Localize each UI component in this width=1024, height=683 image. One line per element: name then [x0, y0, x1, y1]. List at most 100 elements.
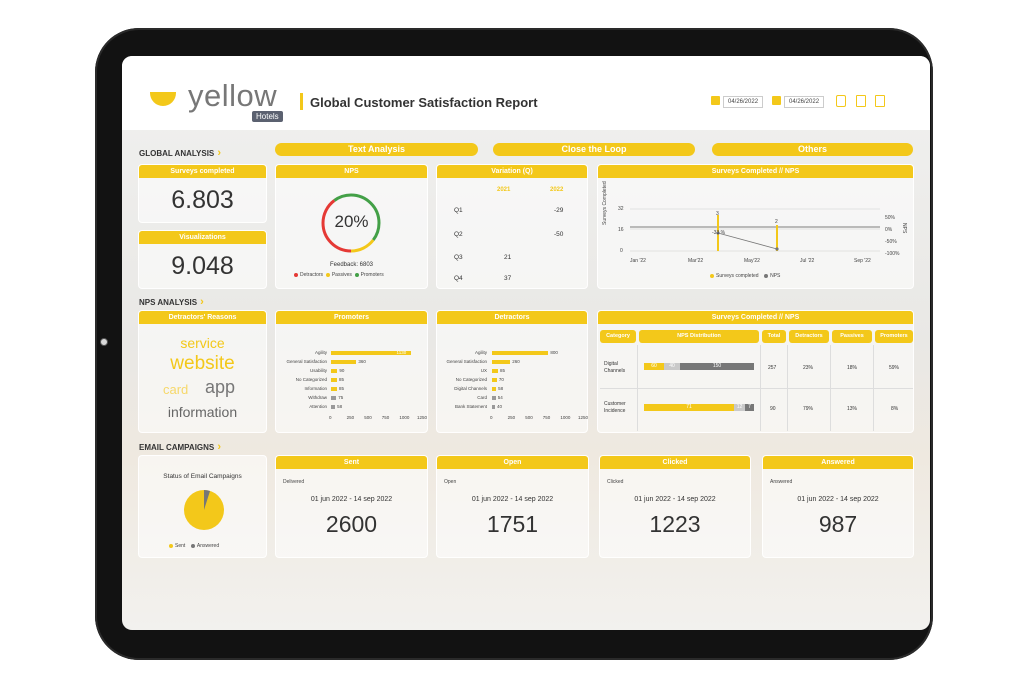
bar-category-label: Usability: [309, 368, 327, 373]
y-left-tick: 0: [620, 248, 623, 254]
email-status-legend: Sent Answered: [169, 543, 219, 549]
dist-passives-segment: 40: [664, 363, 680, 370]
bar-value-label: 260: [512, 359, 520, 364]
bar-value-label: 85: [338, 386, 344, 391]
nps-table-card: Surveys Completed // NPS Category NPS Di…: [597, 310, 914, 433]
table-cell-passives: 13%: [847, 406, 858, 412]
tab-close-the-loop[interactable]: Close the Loop: [493, 143, 695, 156]
surveys-nps-plot: [630, 208, 880, 252]
bar-category-label: Bank Statement: [454, 404, 487, 409]
col-category: Category: [600, 330, 636, 343]
table-cell-passives: 18%: [847, 365, 858, 371]
variation-value: 21: [504, 254, 512, 261]
x-tick: 250: [507, 415, 516, 420]
bar-mark: [492, 378, 497, 382]
visualizations-card: Visualizations 9.048: [138, 230, 267, 289]
tab-others[interactable]: Others: [712, 143, 913, 156]
surveys-completed-card: Surveys completed 6.803: [138, 164, 267, 223]
bar-mark: [331, 360, 357, 364]
bar-category-label: Digital Channels: [454, 386, 487, 391]
word-information: information: [167, 404, 238, 420]
surveys-completed-value: 6.803: [171, 186, 234, 214]
email-card-period: 01 jun 2022 - 14 sep 2022: [310, 496, 393, 503]
x-tick: 0: [490, 415, 493, 420]
x-tick: 750: [381, 415, 390, 420]
bar-value-label: 800: [550, 350, 558, 355]
y-right-tick: -50%: [885, 239, 897, 245]
table-cell-promoters: 8%: [891, 406, 899, 412]
bar-mark: [492, 396, 496, 400]
legend-answered: Answered: [196, 543, 220, 549]
word-website: website: [170, 353, 235, 374]
x-tick: 1000: [399, 415, 410, 420]
print-icon[interactable]: [836, 95, 846, 107]
promoters-dot-icon: [354, 272, 359, 277]
y-right-label: NPS: [901, 223, 907, 234]
x-tick: Jul '22: [800, 258, 815, 264]
card-header: Open: [437, 456, 588, 469]
year-2022: 2022: [550, 187, 564, 193]
card-header: Surveys Completed // NPS: [598, 311, 913, 324]
bar-mark: [492, 369, 498, 373]
bar-category-label: UX: [480, 368, 487, 373]
table-cell-detractors: 23%: [803, 365, 814, 371]
detractors-card: Detractors Agility 800 General Satisfactio…: [436, 310, 588, 433]
date-to-input[interactable]: 04/26/2022: [784, 96, 825, 108]
email-card-value: 1223: [649, 511, 701, 537]
dist-passives-segment: 12: [734, 404, 745, 411]
y-right-tick: -100%: [885, 251, 900, 257]
legend-promoters: Promoters: [360, 272, 384, 278]
export-pdf-icon[interactable]: [875, 95, 885, 107]
quarter-label: Q4: [454, 275, 463, 282]
year-2021: 2021: [497, 187, 511, 193]
x-tick: 750: [542, 415, 551, 420]
card-header: Surveys completed: [139, 165, 266, 178]
x-tick: Sep '22: [854, 258, 871, 264]
email-card-period: 01 jun 2022 - 14 sep 2022: [634, 496, 716, 503]
table-cell-total: 257: [768, 365, 777, 371]
bar-value-label: 360: [358, 359, 366, 364]
word-service: service: [180, 335, 225, 351]
survey-bar: [776, 225, 778, 251]
surveys-dot-icon: [710, 273, 714, 278]
bar-mark: [331, 396, 337, 400]
card-header: Detractors' Reasons: [139, 311, 266, 324]
email-clicked-card: Clicked Clicked 01 jun 2022 - 14 sep 202…: [599, 455, 751, 558]
bar-category-label: General Satisfaction: [446, 359, 487, 364]
nps-dot-icon: [764, 273, 769, 278]
surveys-nps-chart-card: Surveys Completed // NPS Surveys Complet…: [597, 164, 914, 289]
passives-dot-icon: [325, 272, 330, 277]
bar-category-label: Agility: [474, 350, 487, 355]
calendar-icon[interactable]: [711, 96, 720, 105]
quarter-label: Q1: [454, 207, 463, 214]
bar-value-label: 75: [338, 395, 344, 400]
export-doc-icon[interactable]: [856, 95, 866, 107]
tab-text-analysis[interactable]: Text Analysis: [275, 143, 478, 156]
nps-feedback: Feedback: 6803: [329, 262, 374, 268]
legend-detractors: Detractors: [300, 272, 324, 278]
detractors-dot-icon: [294, 272, 298, 277]
detractors-reasons-card: Detractors' Reasons service website card…: [138, 310, 267, 433]
pie-slice-answered: [204, 490, 210, 510]
email-status-title: Status of Email Campaigns: [163, 473, 242, 480]
email-open-card: Open Open 01 jun 2022 - 14 sep 2022 1751: [436, 455, 589, 558]
y-right-tick: 50%: [885, 215, 896, 221]
nps-point: [716, 231, 720, 235]
date-from-input[interactable]: 04/26/2022: [723, 96, 764, 108]
bar-category-label: No Categorized: [455, 377, 487, 382]
x-tick: May'22: [744, 258, 760, 264]
x-tick: 1250: [578, 415, 589, 420]
email-card-label: Open: [444, 479, 457, 485]
calendar-icon[interactable]: [772, 96, 781, 105]
col-passives: Passives: [832, 330, 872, 343]
bar-category-label: Agility: [314, 350, 327, 355]
chart-legend: Surveys completed NPS: [710, 273, 780, 279]
x-tick: Mar'22: [688, 258, 704, 264]
bar-mark: [492, 351, 549, 355]
email-card-label: Clicked: [607, 479, 624, 485]
table-row-category: Digital Channels: [604, 361, 626, 374]
legend-passives: Passives: [331, 272, 352, 278]
x-tick: 250: [346, 415, 355, 420]
bar-value-label: 85: [499, 368, 505, 373]
table-cell-total: 90: [770, 406, 776, 412]
